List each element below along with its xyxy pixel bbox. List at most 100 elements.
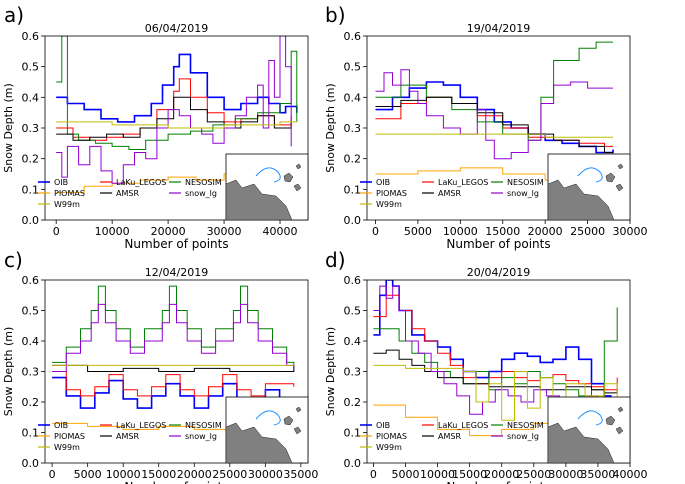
legend-label: OIB xyxy=(54,421,68,430)
legend-label: LaKu_LEGOS xyxy=(438,421,488,430)
chart-panel-2: 0.0 0.1 0.2 0.3 0.4 0.5 0.6 0 5000 10000 15000 2000… xyxy=(324,3,648,251)
y-tick-label: 0.1 xyxy=(22,427,40,440)
chart-panel-1: 0.0 0.1 0.2 0.3 0.4 0.5 0.6 0 10000 20000 30000 400… xyxy=(2,3,309,251)
legend-label: PIOMAS xyxy=(54,189,85,198)
panel-label: d) xyxy=(325,248,346,272)
y-tick-label: 0.6 xyxy=(22,274,40,287)
x-tick-label: 15000 xyxy=(141,468,176,481)
series-line-oib xyxy=(56,53,298,123)
y-tick-label: 0.1 xyxy=(22,183,40,196)
legend-label: OIB xyxy=(376,421,390,430)
series-line-amsr xyxy=(52,364,295,372)
legend-label: snow_lg xyxy=(185,189,217,198)
x-tick-label: 0 xyxy=(372,225,379,238)
y-tick-label: 0.0 xyxy=(22,457,40,470)
y-tick-label: 0.0 xyxy=(344,457,362,470)
series-line-nesosim xyxy=(52,285,295,372)
y-axis-label: Snow Depth (m) xyxy=(324,83,337,172)
chart-title: 06/04/2019 xyxy=(145,22,208,35)
legend-label: NESOSIM xyxy=(185,421,222,430)
legend-label: NESOSIM xyxy=(185,178,222,187)
y-tick-label: 0.2 xyxy=(22,153,40,166)
chart-title: 19/04/2019 xyxy=(467,22,530,35)
x-tick-label: 5000 xyxy=(74,468,102,481)
x-tick-label: 30000 xyxy=(613,225,648,238)
y-tick-label: 0.4 xyxy=(22,91,40,104)
y-tick-label: 0.3 xyxy=(22,122,40,135)
x-tick-label: 20000 xyxy=(177,468,212,481)
x-axis-label: Number of points xyxy=(124,480,228,484)
x-tick-label: 10000 xyxy=(420,468,455,481)
series-line-w99m xyxy=(56,121,297,129)
panel-label: b) xyxy=(325,3,346,27)
chart-title: 20/04/2019 xyxy=(467,266,530,279)
series-line-snow-lg xyxy=(56,36,292,184)
y-tick-label: 0.2 xyxy=(344,396,362,409)
x-tick-label: 20000 xyxy=(484,468,519,481)
inset-map xyxy=(225,153,309,221)
legend-label: OIB xyxy=(376,178,390,187)
x-tick-label: 20000 xyxy=(151,225,186,238)
chart-panel-3: 0.0 0.1 0.2 0.3 0.4 0.5 0.6 0 5000 10000 15000 2000… xyxy=(2,248,318,484)
y-tick-label: 0.4 xyxy=(22,335,40,348)
legend-label: W99m xyxy=(54,200,80,209)
inset-map xyxy=(225,396,309,464)
series-line-w99m xyxy=(373,364,618,427)
y-tick-label: 0.0 xyxy=(344,214,362,227)
x-tick-label: 40000 xyxy=(613,468,648,481)
legend-label: PIOMAS xyxy=(376,189,407,198)
x-tick-label: 0 xyxy=(53,225,60,238)
x-tick-label: 5000 xyxy=(391,468,419,481)
x-tick-label: 15000 xyxy=(485,225,520,238)
legend-label: AMSR xyxy=(438,189,461,198)
inset-map xyxy=(547,153,631,221)
series-line-nesosim xyxy=(373,307,618,397)
y-tick-label: 0.5 xyxy=(344,61,362,74)
y-tick-label: 0.5 xyxy=(22,61,40,74)
series-line-snow-lg xyxy=(375,69,613,160)
y-tick-label: 0.6 xyxy=(344,30,362,43)
y-tick-label: 0.2 xyxy=(344,153,362,166)
legend-label: W99m xyxy=(54,443,80,452)
y-tick-label: 0.4 xyxy=(344,335,362,348)
series-line-w99m xyxy=(375,133,613,138)
legend-label: OIB xyxy=(54,178,68,187)
series-group xyxy=(56,36,298,193)
legend-label: W99m xyxy=(376,443,402,452)
y-tick-label: 0.4 xyxy=(344,91,362,104)
x-tick-label: 0 xyxy=(370,468,377,481)
legend-label: NESOSIM xyxy=(507,421,544,430)
series-line-nesosim xyxy=(56,36,298,150)
x-tick-label: 0 xyxy=(49,468,56,481)
y-axis-label: Snow Depth (m) xyxy=(324,327,337,416)
legend: OIB LaKu_LEGOS NESOSIM PIOMAS AMSR snow_lg W99… xyxy=(360,178,544,209)
x-axis-label: Number of points xyxy=(124,237,228,251)
x-tick-label: 40000 xyxy=(263,225,298,238)
y-tick-label: 0.3 xyxy=(344,366,362,379)
legend-label: AMSR xyxy=(116,189,139,198)
x-tick-label: 15000 xyxy=(452,468,487,481)
x-tick-label: 35000 xyxy=(283,468,318,481)
legend-label: snow_lg xyxy=(507,189,539,198)
legend: OIB LaKu_LEGOS NESOSIM PIOMAS AMSR snow_lg W99… xyxy=(38,421,222,452)
legend-label: snow_lg xyxy=(507,432,539,441)
y-tick-label: 0.0 xyxy=(22,214,40,227)
x-tick-label: 20000 xyxy=(528,225,563,238)
series-line-amsr xyxy=(375,96,613,153)
x-tick-label: 25000 xyxy=(516,468,551,481)
series-line-laku-legos xyxy=(373,294,618,391)
x-tick-label: 35000 xyxy=(580,468,615,481)
x-tick-label: 25000 xyxy=(570,225,605,238)
x-tick-label: 10000 xyxy=(106,468,141,481)
x-tick-label: 10000 xyxy=(95,225,130,238)
series-group xyxy=(375,41,614,184)
legend-label: PIOMAS xyxy=(376,432,407,441)
chart-title: 12/04/2019 xyxy=(145,266,208,279)
y-tick-label: 0.1 xyxy=(344,183,362,196)
y-tick-label: 0.3 xyxy=(344,122,362,135)
y-tick-label: 0.2 xyxy=(22,396,40,409)
y-tick-label: 0.6 xyxy=(344,274,362,287)
series-line-snow-lg xyxy=(52,303,295,372)
panel-label: a) xyxy=(4,3,24,27)
